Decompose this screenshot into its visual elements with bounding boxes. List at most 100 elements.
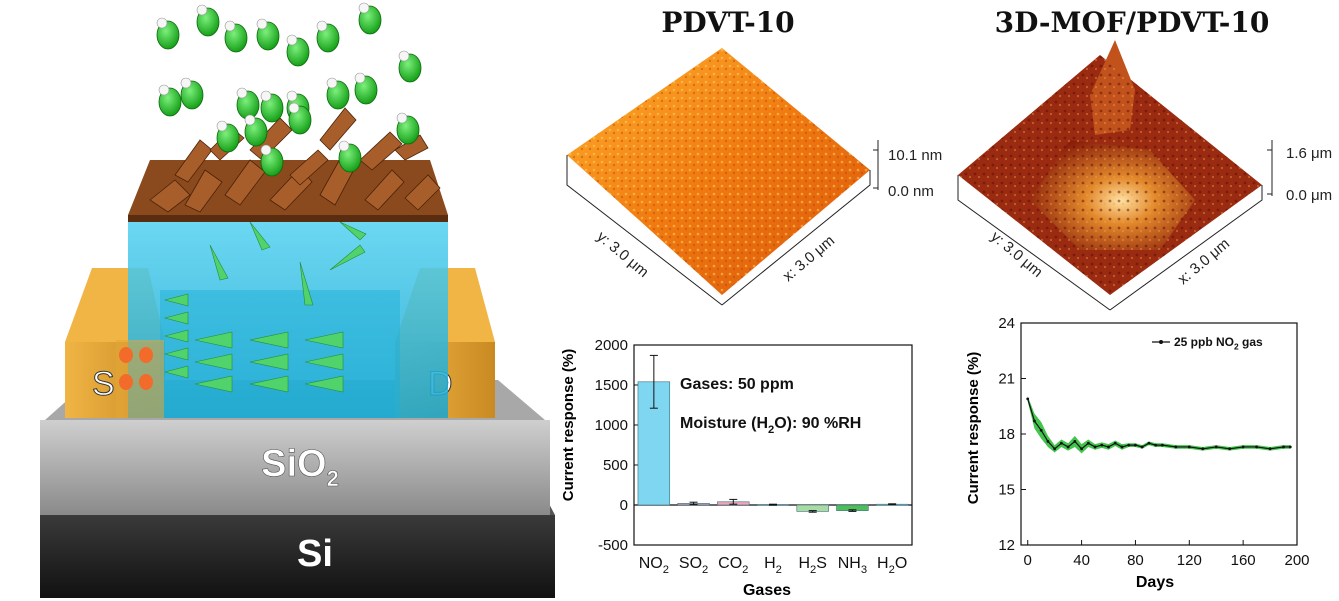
bar-plot-frame — [633, 344, 913, 546]
line-chart-xlabel: Days — [1136, 574, 1174, 591]
bar-ytick-label: 1500 — [595, 377, 628, 394]
line-point — [1113, 441, 1117, 445]
afm-x-label: x: 3.0 μm — [1175, 235, 1233, 288]
line-point — [1046, 440, 1050, 443]
mof-flakes — [149, 107, 441, 213]
afm-x-label: x: 3.0 μm — [780, 232, 838, 285]
legend-label: 25 ppb NO2 gas — [1174, 335, 1263, 352]
afm-y-axis — [566, 155, 723, 306]
afm-z-min: 0.0 μm — [1286, 187, 1332, 204]
gas-molecule-atom — [180, 77, 192, 89]
device-schematic: Si SiO2 S D — [40, 2, 555, 598]
afm-z-max: 1.6 μm — [1286, 145, 1332, 162]
line-point — [1039, 428, 1043, 432]
bar-category-label: CO2 — [718, 555, 748, 576]
afm-z-max: 10.1 nm — [888, 147, 942, 164]
bar-ytick-label: 500 — [603, 457, 628, 474]
bar-category-label: NO2 — [639, 555, 669, 576]
gas-molecule-atom — [338, 140, 350, 152]
bar-category-label: H2O — [877, 555, 907, 576]
bar-chart-ylabel: Current response (%) — [560, 349, 577, 502]
gas-molecules — [156, 2, 422, 177]
line-xtick-label: 120 — [1177, 552, 1202, 569]
gas-molecule-atom — [158, 84, 170, 96]
bar-category-label: SO2 — [679, 555, 708, 576]
substrate-label: Si — [297, 533, 333, 575]
gas-molecule-atom — [236, 87, 248, 99]
line-point — [1282, 445, 1285, 449]
afm-y-label: y: 3.0 μm — [593, 228, 651, 281]
carrier — [119, 374, 133, 390]
afm-panel-mof-pdvt10: 3D-MOF/PDVT-10 1.6 μm 0.0 μm y: 3.0 μm x… — [957, 6, 1332, 311]
gas-molecule-atom — [244, 114, 256, 126]
bar-category-label: H2S — [798, 555, 826, 576]
carrier — [139, 374, 153, 390]
oxide-label: SiO2 — [261, 443, 339, 491]
line-point — [1080, 447, 1083, 451]
line-point — [1059, 441, 1063, 445]
afm-y-axis — [957, 175, 1111, 311]
line-point — [1033, 419, 1036, 423]
gas-molecule-atom — [156, 17, 168, 29]
line-point — [1053, 447, 1057, 451]
line-point — [1214, 445, 1218, 449]
bar-category-label: NH3 — [838, 555, 867, 576]
line-point — [1268, 447, 1272, 451]
line-series — [1027, 398, 1291, 450]
legend-marker — [1159, 340, 1163, 344]
bar-plot-area: -500 0 500 1000 1500 2000 NO2 SO2 CO2 H2 H2S NH3 H2O… — [595, 337, 913, 576]
gas-molecule-atom — [326, 77, 338, 89]
line-point — [1100, 443, 1104, 447]
bar-annotation: Gases: 50 ppm — [680, 376, 794, 393]
gas-molecule-atom — [216, 120, 228, 132]
bar-ytick-label: 2000 — [595, 337, 628, 354]
line-point — [1140, 445, 1144, 449]
line-ytick-label: 24 — [998, 315, 1015, 332]
line-xtick-label: 0 — [1024, 552, 1032, 569]
gas-molecule-atom — [260, 90, 272, 102]
gas-molecule-atom — [396, 112, 408, 124]
channel-crystals — [163, 221, 367, 393]
bar-annotation: Moisture (H2O): 90 %RH — [680, 415, 861, 436]
gas-molecule-atom — [256, 18, 268, 30]
line-xtick-label: 160 — [1231, 552, 1256, 569]
line-ytick-label: 12 — [998, 537, 1015, 554]
line-point — [1154, 443, 1158, 447]
channel-front-shade — [160, 290, 400, 418]
gas-molecule-atom — [316, 20, 328, 32]
oxide-layer — [40, 420, 550, 515]
line-point — [1174, 445, 1178, 449]
bar-ytick-label: 0 — [620, 497, 628, 514]
bar-ytick-label: -500 — [598, 537, 628, 554]
line-plot-frame — [1020, 322, 1298, 546]
line-point — [1066, 445, 1070, 449]
line-ytick-label: 15 — [998, 482, 1015, 499]
carrier — [119, 347, 133, 363]
gas-molecule-atom — [286, 34, 298, 46]
gas-molecule-atom — [224, 20, 236, 32]
gas-molecule-atom — [354, 72, 366, 84]
line-point — [1120, 445, 1124, 449]
line-chart: Current response (%) Days 12 15 18 21 24 0 40 8… — [965, 315, 1310, 591]
afm-x-axis — [1109, 185, 1263, 311]
gas-molecule-atom — [398, 50, 410, 62]
afm-title: PDVT-10 — [661, 6, 794, 39]
gas-molecule-atom — [358, 2, 370, 14]
line-ytick-label: 21 — [998, 371, 1015, 388]
afm-panel-pdvt10: PDVT-10 10.1 nm 0.0 nm y: 3.0 μm x: 3.0 … — [566, 6, 942, 306]
line-point — [1086, 441, 1090, 445]
line-point — [1093, 445, 1097, 449]
mof-layer-face — [128, 215, 448, 222]
line-point — [1228, 447, 1232, 451]
source-label: S — [92, 365, 115, 403]
line-point — [1127, 443, 1131, 447]
si-substrate — [40, 515, 555, 598]
line-ytick-label: 18 — [998, 426, 1015, 443]
gas-molecule-atom — [288, 102, 300, 114]
line-point — [1073, 440, 1077, 443]
bar-category-label: H2 — [764, 555, 782, 576]
gas-molecule-atom — [196, 4, 208, 16]
line-chart-ylabel: Current response (%) — [965, 352, 982, 505]
line-plot-area: 12 15 18 21 24 0 40 80 120 160 200 25 ppb NO2 gas — [998, 315, 1309, 569]
